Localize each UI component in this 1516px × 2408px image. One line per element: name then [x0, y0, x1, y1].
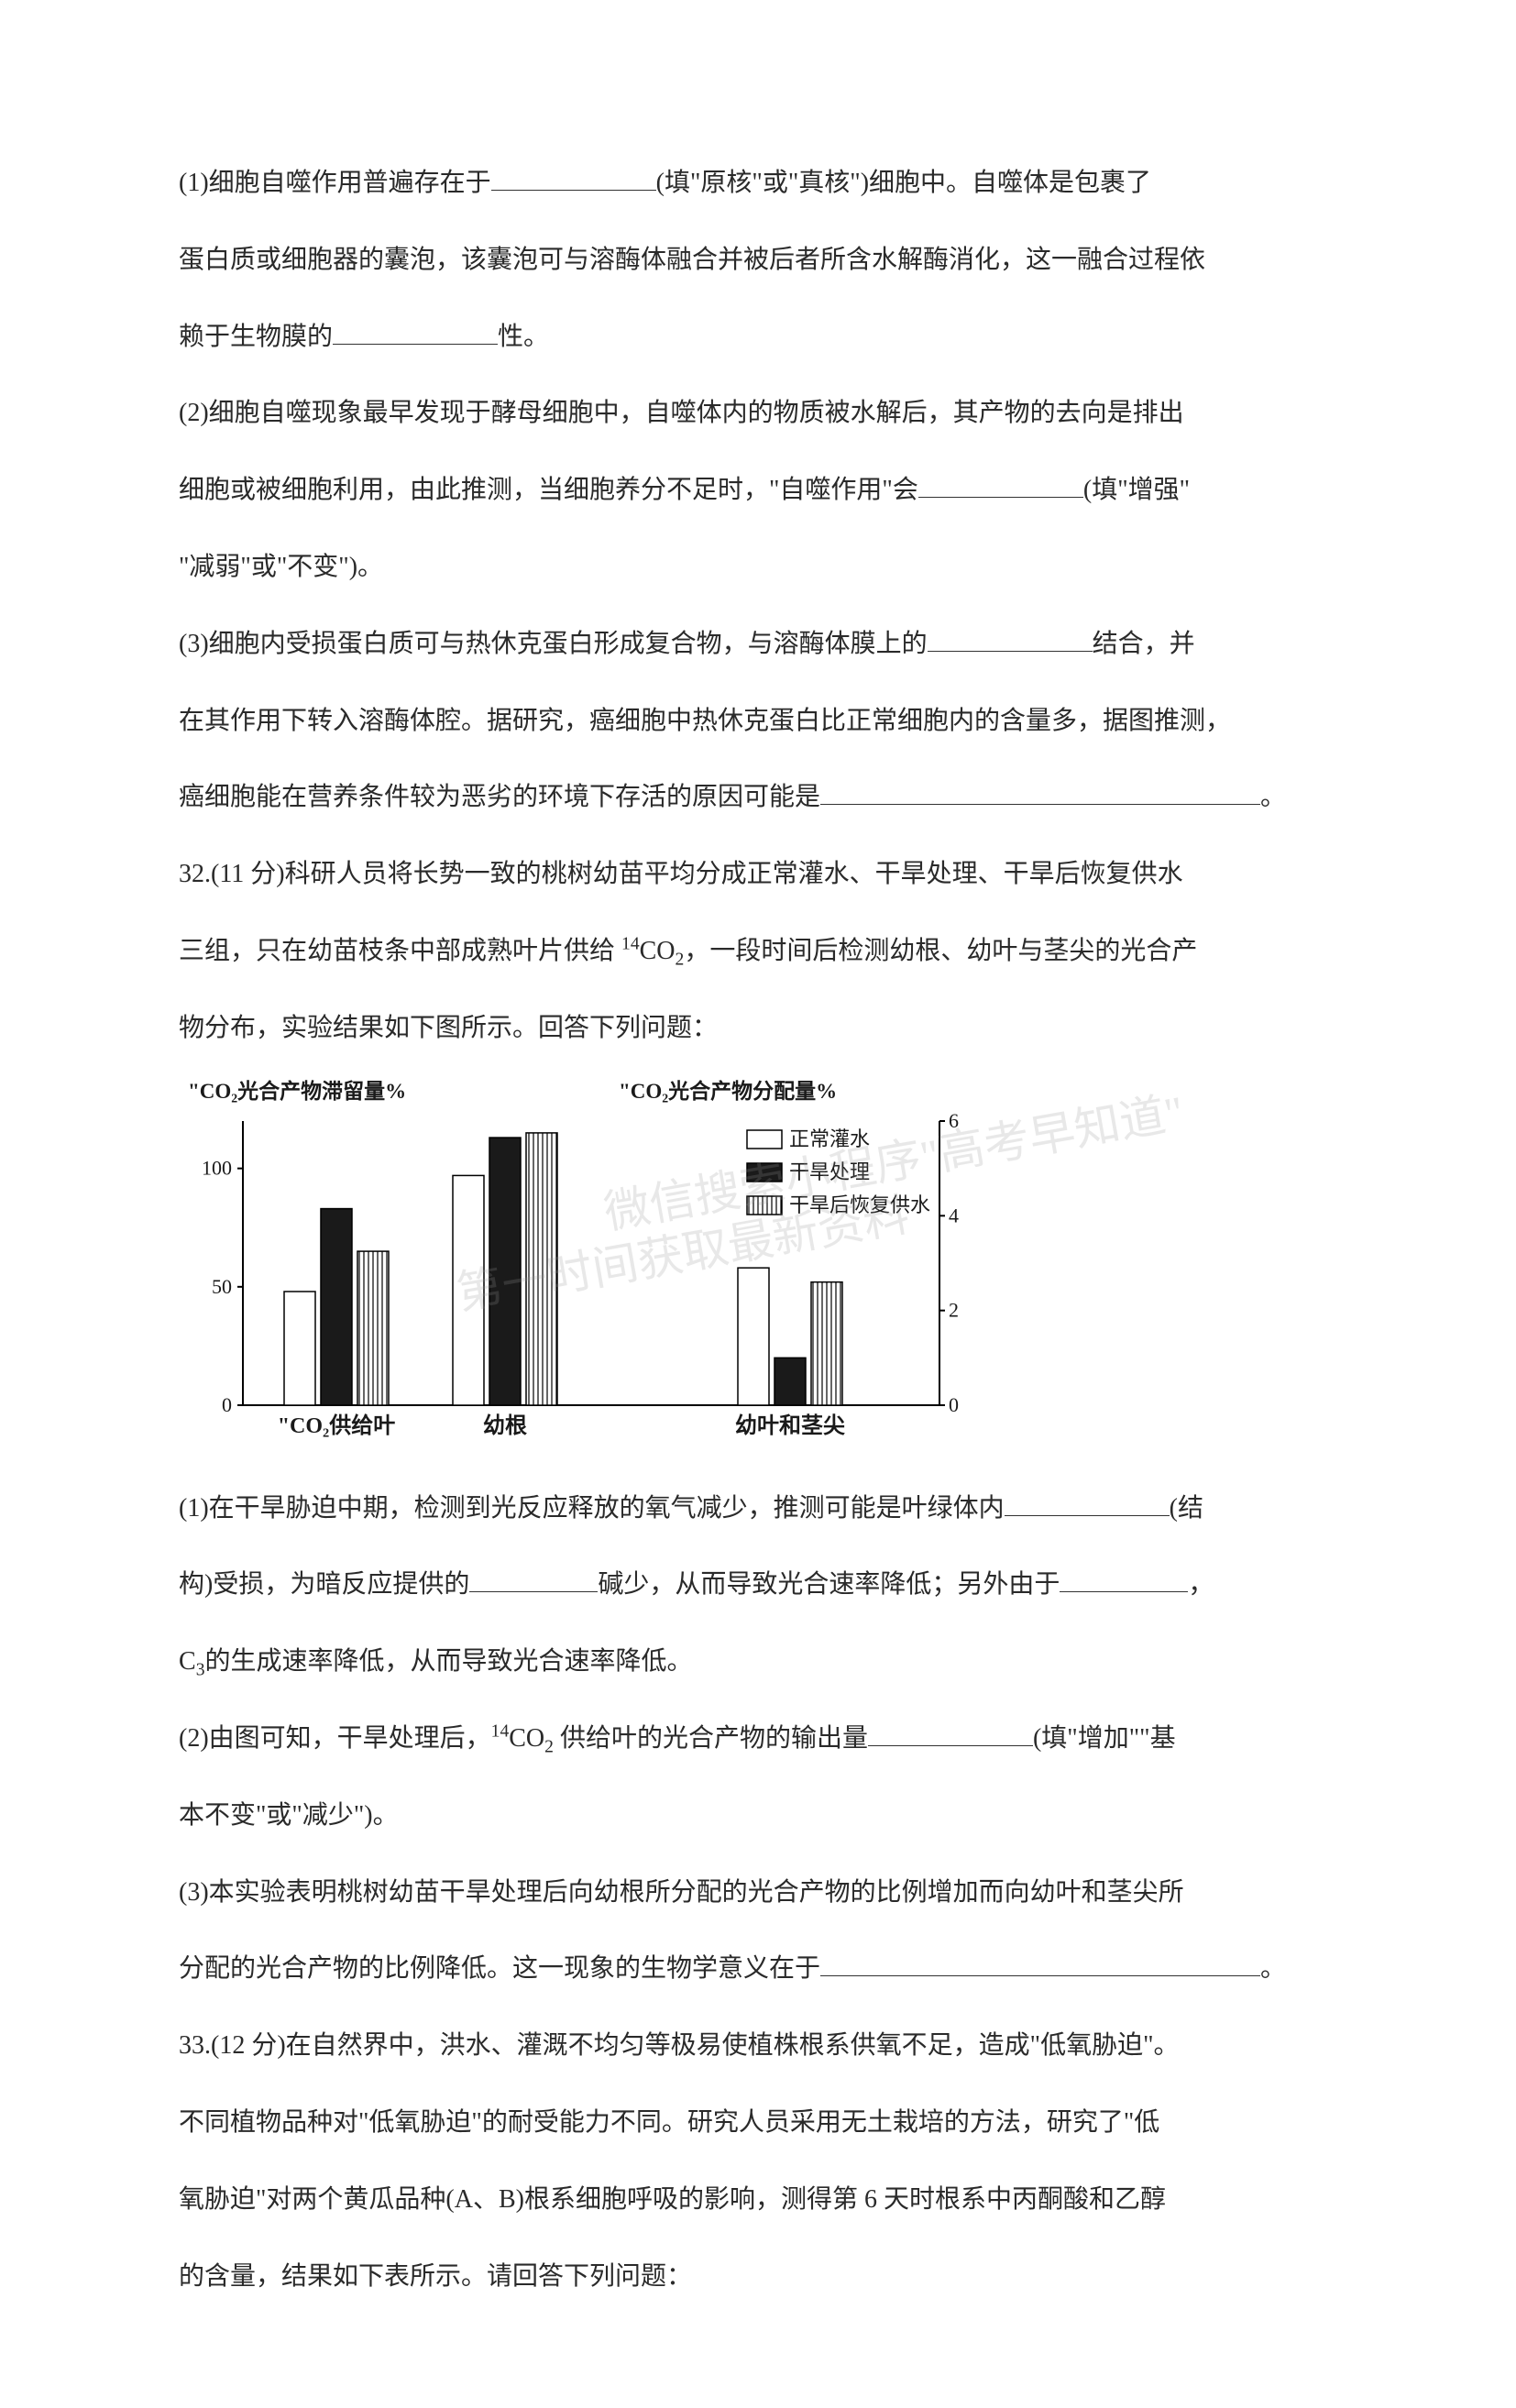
svg-text:2: 2 — [949, 1298, 959, 1321]
q33-p4: 的含量，结果如下表所示。请回答下列问题： — [179, 2240, 1337, 2314]
q31-line7: (3)细胞内受损蛋白质可与热休克蛋白形成复合物，与溶酶体膜上的 结合，并 — [179, 608, 1337, 681]
subscript: 3 — [196, 1661, 205, 1680]
isotope: 14 — [491, 1722, 510, 1742]
text: (填"原核"或"真核")细胞中。自噬体是包裹了 — [656, 169, 1151, 197]
text: (2)细胞自噬现象最早发现于酵母细胞中，自噬体内的物质被水解后，其产物的去向是排… — [179, 399, 1184, 427]
text: 结合，并 — [1093, 630, 1195, 658]
svg-text:100: 100 — [202, 1156, 232, 1179]
blank — [1005, 1496, 1170, 1516]
text: (填"增加""基 — [1033, 1724, 1176, 1753]
isotope: 14 — [621, 935, 640, 954]
bar-chart: "CO₂光合产物滞留量% "CO₂光合产物分配量% 0 50 100 0 2 4 6 "CO₂供给… — [179, 1071, 1004, 1465]
text: 在其作用下转入溶酶体腔。据研究，癌细胞中热休克蛋白比正常细胞内的含量多，据图推测… — [179, 707, 1231, 735]
svg-text:"CO₂供给叶: "CO₂供给叶 — [278, 1413, 396, 1438]
document-page: (1)细胞自噬作用普遍存在于 (填"原核"或"真核")细胞中。自噬体是包裹了 蛋白… — [0, 0, 1516, 2408]
q32-p6: (3)本实验表明桃树幼苗干旱处理后向幼根所分配的光合产物的比例增加而向幼叶和茎尖… — [179, 1856, 1337, 1930]
q32-intro2: 三组，只在幼苗枝条中部成熟叶片供给 14CO2，一段时间后检测幼根、幼叶与茎尖的… — [179, 915, 1337, 988]
q32-p7: 分配的光合产物的比例降低。这一现象的生物学意义在于 。 — [179, 1932, 1337, 2006]
text: (结 — [1170, 1494, 1203, 1523]
text: 蛋白质或细胞器的囊泡，该囊泡可与溶酶体融合并被后者所含水解酶消化，这一融合过程依 — [179, 246, 1205, 274]
blank — [868, 1726, 1033, 1746]
q31-line9: 癌细胞能在营养条件较为恶劣的环境下存活的原因可能是 。 — [179, 761, 1337, 834]
q33-p1: 33.(12 分)在自然界中，洪水、灌溉不均匀等极易使植株根系供氧不足，造成"低… — [179, 2009, 1337, 2083]
q31-line4: (2)细胞自噬现象最早发现于酵母细胞中，自噬体内的物质被水解后，其产物的去向是排… — [179, 377, 1337, 450]
q31-line5: 细胞或被细胞利用，由此推测，当细胞养分不足时，"自噬作用"会 (填"增强" — [179, 454, 1337, 527]
q31-line6: "减弱"或"不变")。 — [179, 531, 1337, 604]
blank — [333, 324, 498, 345]
text: 物分布，实验结果如下图所示。回答下列问题： — [179, 1014, 718, 1042]
text: 分配的光合产物的比例降低。这一现象的生物学意义在于 — [179, 1954, 820, 1983]
q32-p5: 本不变"或"减少")。 — [179, 1779, 1337, 1853]
text: ， — [1188, 1570, 1214, 1599]
q31-line1: (1)细胞自噬作用普遍存在于 (填"原核"或"真核")细胞中。自噬体是包裹了 — [179, 147, 1337, 220]
text: 33.(12 分)在自然界中，洪水、灌溉不均匀等极易使植株根系供氧不足，造成"低… — [179, 2031, 1180, 2060]
text: "减弱"或"不变")。 — [179, 553, 383, 581]
text: 本不变"或"减少")。 — [179, 1801, 399, 1830]
svg-text:幼叶和茎尖: 幼叶和茎尖 — [735, 1413, 845, 1438]
blank — [1060, 1572, 1188, 1592]
text: 性。 — [498, 323, 549, 351]
blank — [918, 478, 1083, 498]
text: 癌细胞能在营养条件较为恶劣的环境下存活的原因可能是 — [179, 783, 820, 811]
svg-text:干旱处理: 干旱处理 — [789, 1160, 870, 1183]
svg-text:干旱后恢复供水: 干旱后恢复供水 — [789, 1193, 930, 1216]
q33-p2: 不同植物品种对"低氧胁迫"的耐受能力不同。研究人员采用无土栽培的方法，研究了"低 — [179, 2086, 1337, 2160]
blank — [820, 1956, 1260, 1976]
text: 构)受损，为暗反应提供的 — [179, 1570, 469, 1599]
text: (3)细胞内受损蛋白质可与热休克蛋白形成复合物，与溶酶体膜上的 — [179, 630, 928, 658]
q32-p2: 构)受损，为暗反应提供的 碱少，从而导致光合速率降低；另外由于 ， — [179, 1548, 1337, 1622]
svg-text:0: 0 — [949, 1393, 959, 1416]
q31-line8: 在其作用下转入溶酶体腔。据研究，癌细胞中热休克蛋白比正常细胞内的含量多，据图推测… — [179, 685, 1337, 758]
svg-text:50: 50 — [212, 1274, 232, 1297]
text: 不同植物品种对"低氧胁迫"的耐受能力不同。研究人员采用无土栽培的方法，研究了"低 — [179, 2108, 1159, 2137]
q32-p3: C3的生成速率降低，从而导致光合速率降低。 — [179, 1625, 1337, 1699]
q32-p1: (1)在干旱胁迫中期，检测到光反应释放的氧气减少，推测可能是叶绿体内 (结 — [179, 1472, 1337, 1545]
text: 。 — [1260, 783, 1286, 811]
text: 供给叶的光合产物的输出量 — [554, 1724, 868, 1753]
q32-intro3: 物分布，实验结果如下图所示。回答下列问题： — [179, 992, 1337, 1065]
text: 赖于生物膜的 — [179, 323, 333, 351]
q32-intro1: 32.(11 分)科研人员将长势一致的桃树幼苗平均分成正常灌水、干旱处理、干旱后… — [179, 838, 1337, 911]
subscript: 2 — [544, 1738, 554, 1757]
text: ，一段时间后检测幼根、幼叶与茎尖的光合产 — [684, 937, 1197, 965]
q33-p3: 氧胁迫"对两个黄瓜品种(A、B)根系细胞呼吸的影响，测得第 6 天时根系中丙酮酸… — [179, 2163, 1337, 2237]
q31-line2: 蛋白质或细胞器的囊泡，该囊泡可与溶酶体融合并被后者所含水解酶消化，这一融合过程依 — [179, 224, 1337, 297]
blank — [820, 785, 1260, 805]
svg-text:4: 4 — [949, 1204, 959, 1226]
text: CO — [640, 937, 676, 965]
svg-text:0: 0 — [222, 1393, 232, 1416]
text: (1)在干旱胁迫中期，检测到光反应释放的氧气减少，推测可能是叶绿体内 — [179, 1494, 1005, 1523]
text: (填"增强" — [1083, 476, 1190, 504]
text: (2)由图可知，干旱处理后， — [179, 1724, 491, 1753]
svg-text:"CO₂光合产物滞留量%: "CO₂光合产物滞留量% — [188, 1079, 406, 1103]
text: 。 — [1260, 1954, 1286, 1983]
text: 氧胁迫"对两个黄瓜品种(A、B)根系细胞呼吸的影响，测得第 6 天时根系中丙酮酸… — [179, 2185, 1166, 2214]
text: 碱少，从而导致光合速率降低；另外由于 — [598, 1570, 1060, 1599]
svg-text:"CO₂光合产物分配量%: "CO₂光合产物分配量% — [619, 1079, 837, 1103]
text: 32.(11 分)科研人员将长势一致的桃树幼苗平均分成正常灌水、干旱处理、干旱后… — [179, 860, 1183, 888]
text: 三组，只在幼苗枝条中部成熟叶片供给 — [179, 937, 621, 965]
text: (3)本实验表明桃树幼苗干旱处理后向幼根所分配的光合产物的比例增加而向幼叶和茎尖… — [179, 1878, 1184, 1907]
blank — [928, 632, 1093, 652]
text: 的生成速率降低，从而导致光合速率降低。 — [204, 1647, 692, 1676]
text: (1)细胞自噬作用普遍存在于 — [179, 169, 491, 197]
blank — [469, 1572, 598, 1592]
chart-svg: "CO₂光合产物滞留量% "CO₂光合产物分配量% 0 50 100 0 2 4 6 "CO₂供给… — [179, 1071, 1004, 1465]
q31-line3: 赖于生物膜的 性。 — [179, 301, 1337, 374]
text: 的含量，结果如下表所示。请回答下列问题： — [179, 2262, 692, 2291]
q32-p4: (2)由图可知，干旱处理后，14CO2 供给叶的光合产物的输出量 (填"增加""基 — [179, 1702, 1337, 1776]
svg-text:正常灌水: 正常灌水 — [789, 1127, 870, 1150]
text: 细胞或被细胞利用，由此推测，当细胞养分不足时，"自噬作用"会 — [179, 476, 918, 504]
svg-text:6: 6 — [949, 1109, 959, 1132]
svg-text:幼根: 幼根 — [483, 1413, 527, 1438]
blank — [491, 170, 656, 191]
text: C — [179, 1647, 196, 1676]
subscript: 2 — [676, 951, 685, 970]
text: CO — [509, 1724, 544, 1753]
